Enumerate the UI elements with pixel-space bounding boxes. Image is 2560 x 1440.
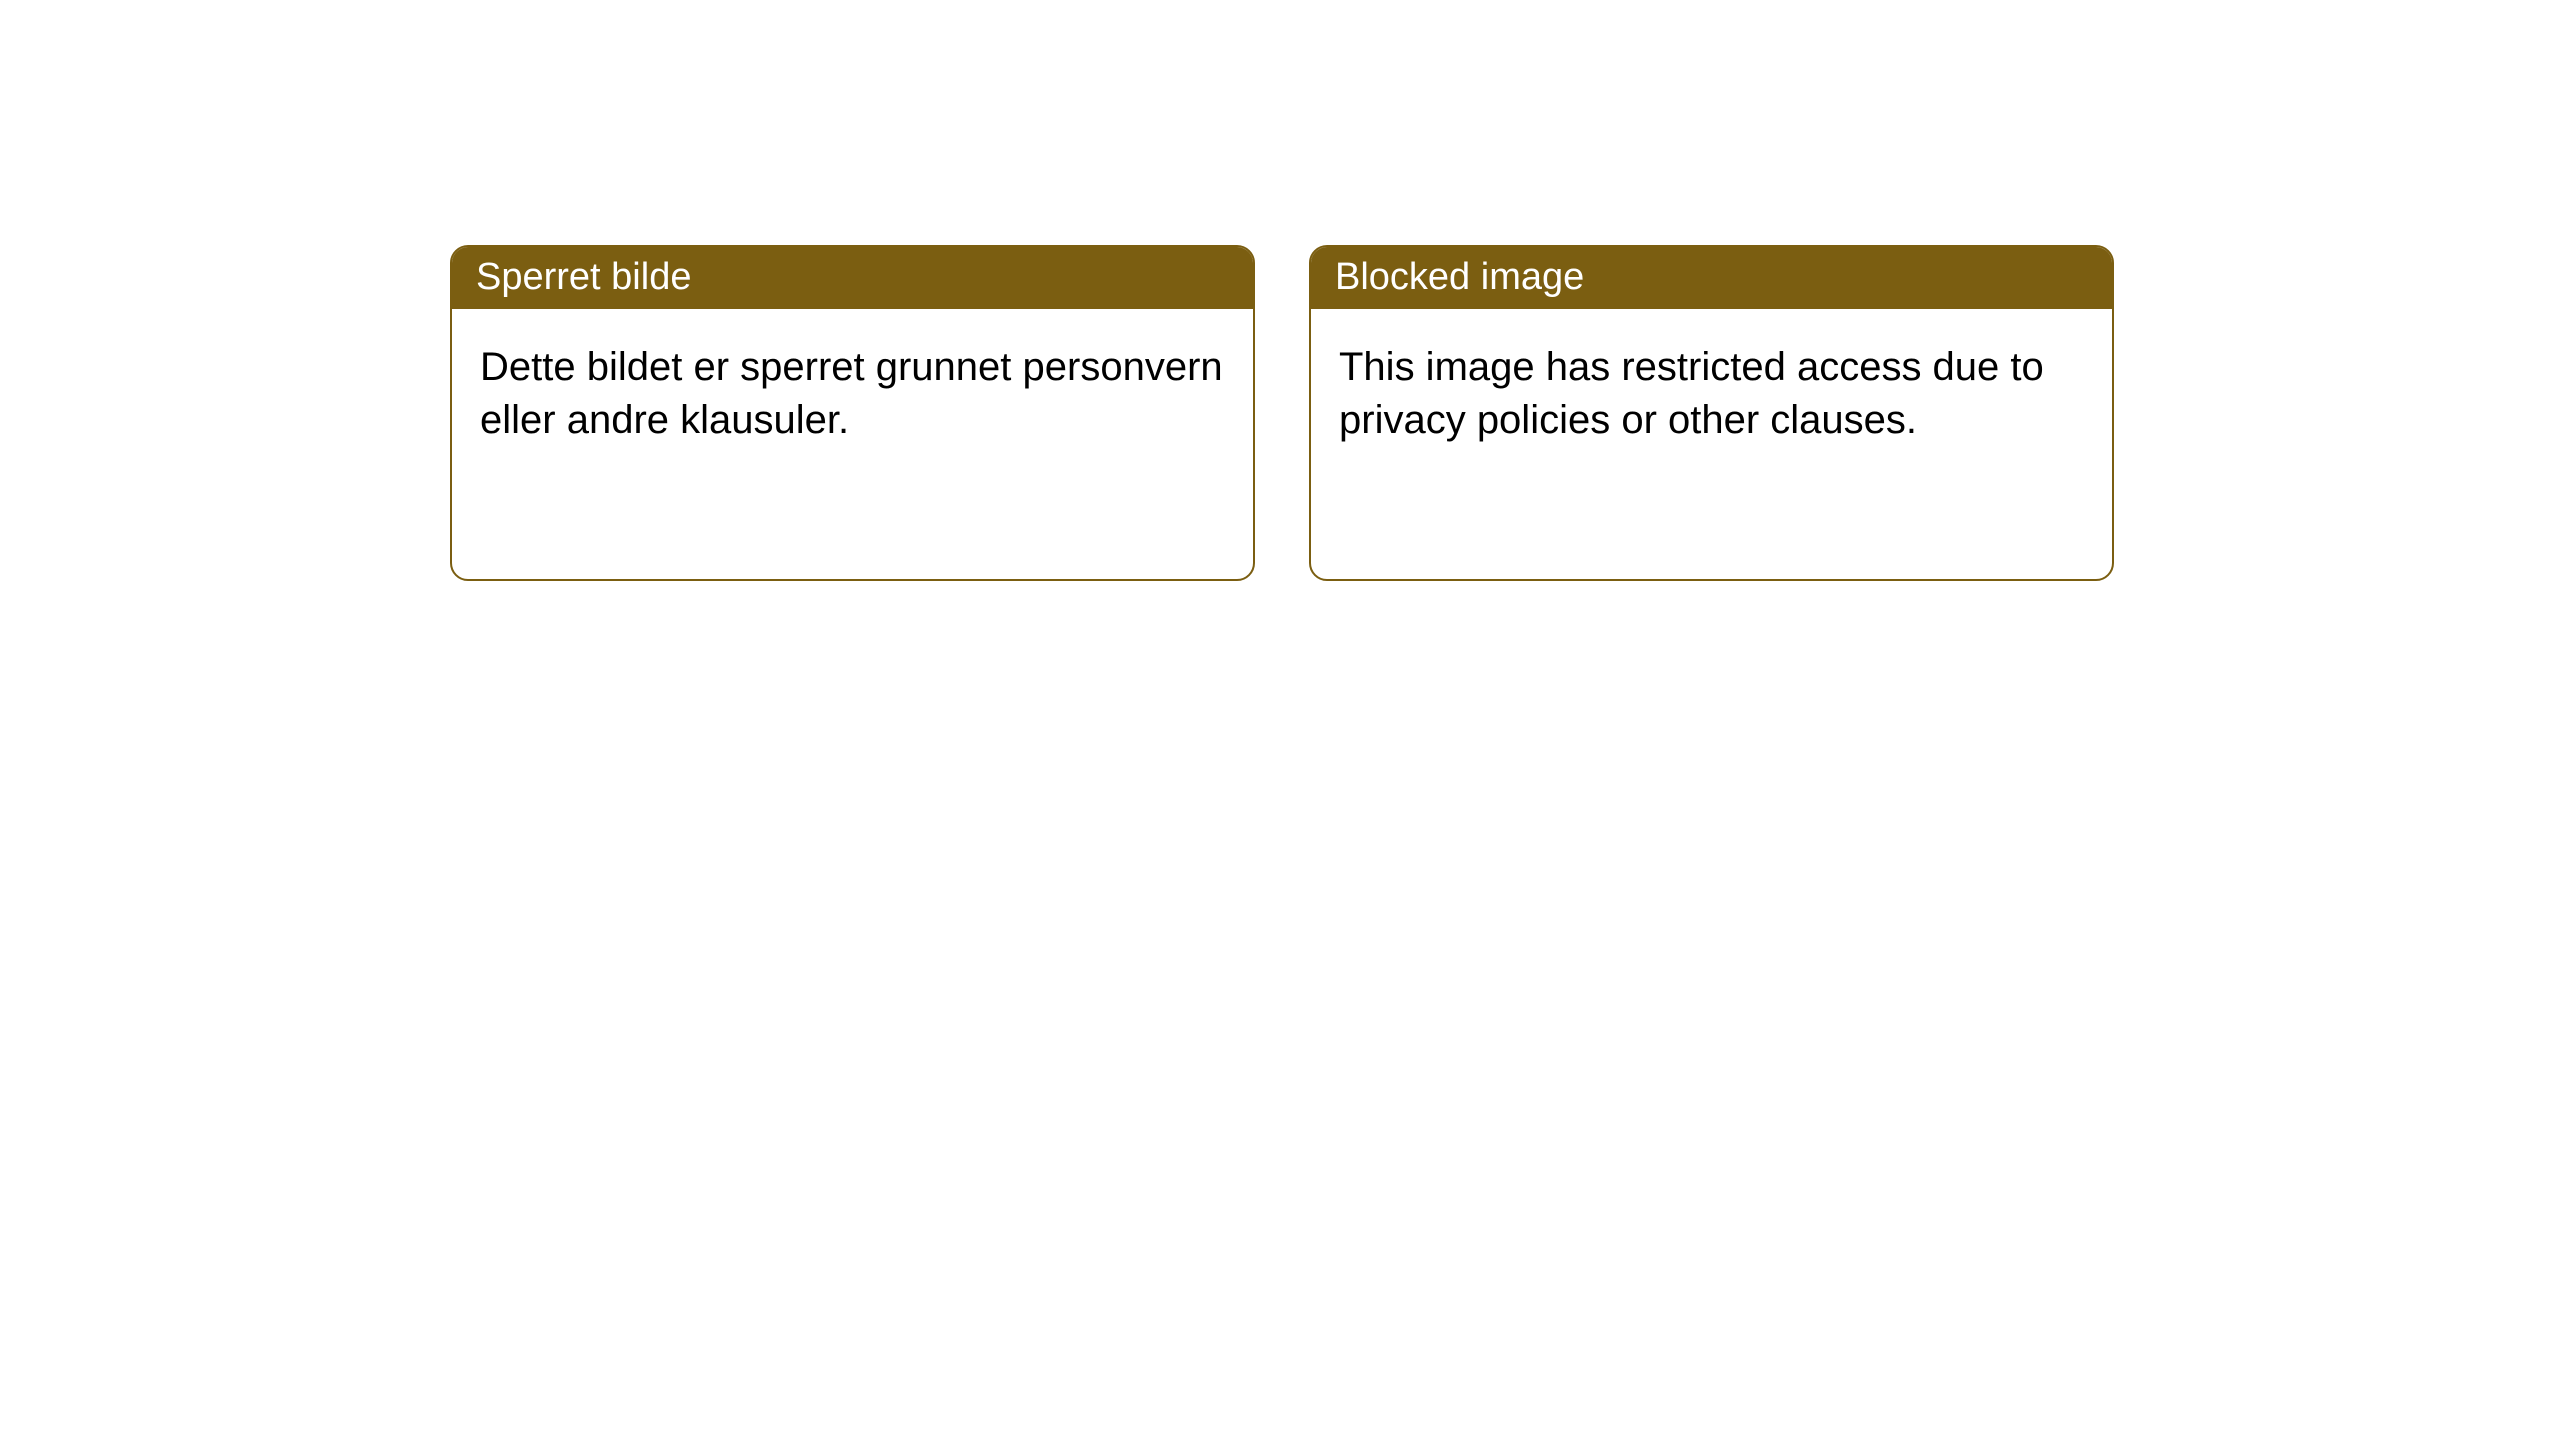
card-body: This image has restricted access due to … <box>1311 309 2112 579</box>
card-message: This image has restricted access due to … <box>1339 341 2084 447</box>
card-message: Dette bildet er sperret grunnet personve… <box>480 341 1225 447</box>
blocked-image-card-no: Sperret bilde Dette bildet er sperret gr… <box>450 245 1255 581</box>
card-title: Sperret bilde <box>476 256 691 298</box>
card-header: Blocked image <box>1311 247 2112 309</box>
notice-cards-container: Sperret bilde Dette bildet er sperret gr… <box>0 0 2560 581</box>
card-header: Sperret bilde <box>452 247 1253 309</box>
blocked-image-card-en: Blocked image This image has restricted … <box>1309 245 2114 581</box>
card-title: Blocked image <box>1335 256 1584 298</box>
card-body: Dette bildet er sperret grunnet personve… <box>452 309 1253 579</box>
